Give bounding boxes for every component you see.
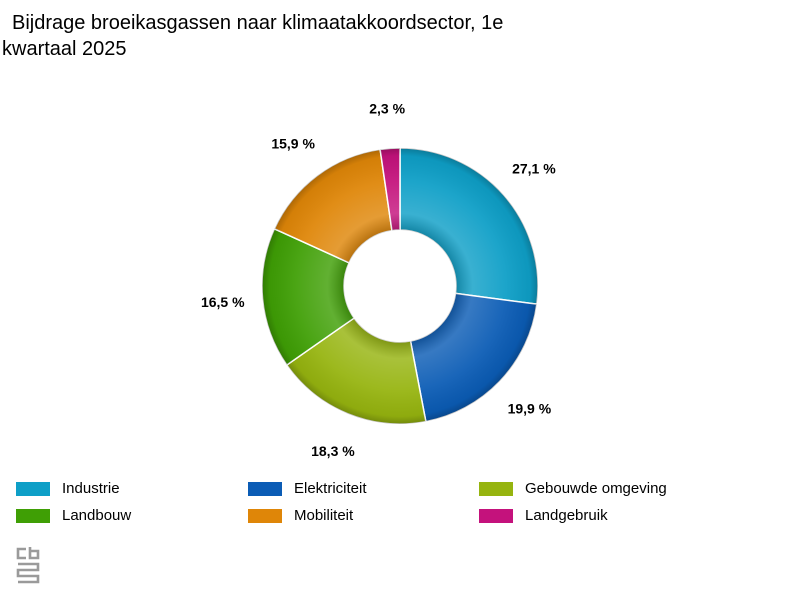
- legend-item-gebouwde-omgeving: Gebouwde omgeving: [479, 480, 667, 497]
- data-label-elektriciteit: 19,9 %: [508, 400, 552, 416]
- chart-title: Bijdrage broeikasgassen naar klimaatakko…: [2, 10, 702, 62]
- legend-label-landbouw: Landbouw: [62, 507, 132, 524]
- legend-swatch-gebouwde-omgeving: [479, 481, 513, 496]
- legend-item-industrie: Industrie: [16, 480, 120, 497]
- legend-label-mobiliteit: Mobiliteit: [294, 507, 354, 524]
- data-label-gebouwde-omgeving: 18,3 %: [311, 443, 355, 459]
- cbs-logo-icon: [16, 547, 40, 584]
- slice-mobiliteit: [273, 148, 393, 264]
- slice-industrie: [399, 147, 539, 305]
- data-label-landgebruik: 2,3 %: [369, 100, 405, 116]
- chart-title-line-1: Bijdrage broeikasgassen naar klimaatakko…: [12, 12, 504, 34]
- chart-title-line-2: kwartaal 2025: [2, 38, 127, 60]
- legend-label-landgebruik: Landgebruik: [525, 507, 608, 524]
- legend-swatch-elektriciteit: [248, 481, 282, 496]
- legend-item-mobiliteit: Mobiliteit: [248, 507, 353, 524]
- donut-chart: 27,1 % 19,9 % 18,3 % 16,5 % 15,9 % 2,3 %: [201, 100, 556, 459]
- slice-landbouw: [261, 227, 356, 367]
- legend-label-industrie: Industrie: [62, 480, 120, 497]
- legend-label-gebouwde-omgeving: Gebouwde omgeving: [525, 480, 667, 497]
- slice-landgebruik: [379, 147, 401, 232]
- data-label-landbouw: 16,5 %: [201, 294, 245, 310]
- slice-elektriciteit: [409, 292, 538, 423]
- legend-swatch-industrie: [16, 481, 50, 496]
- legend-item-elektriciteit: Elektriciteit: [248, 480, 367, 497]
- slice-gebouwde-omgeving: [285, 317, 427, 425]
- data-label-mobiliteit: 15,9 %: [271, 136, 315, 152]
- legend-swatch-landbouw: [16, 508, 50, 523]
- legend-swatch-mobiliteit: [248, 508, 282, 523]
- legend-label-elektriciteit: Elektriciteit: [294, 480, 367, 497]
- legend-swatch-landgebruik: [479, 508, 513, 523]
- legend-item-landgebruik: Landgebruik: [479, 507, 608, 524]
- legend-item-landbouw: Landbouw: [16, 507, 131, 524]
- data-label-industrie: 27,1 %: [512, 161, 556, 177]
